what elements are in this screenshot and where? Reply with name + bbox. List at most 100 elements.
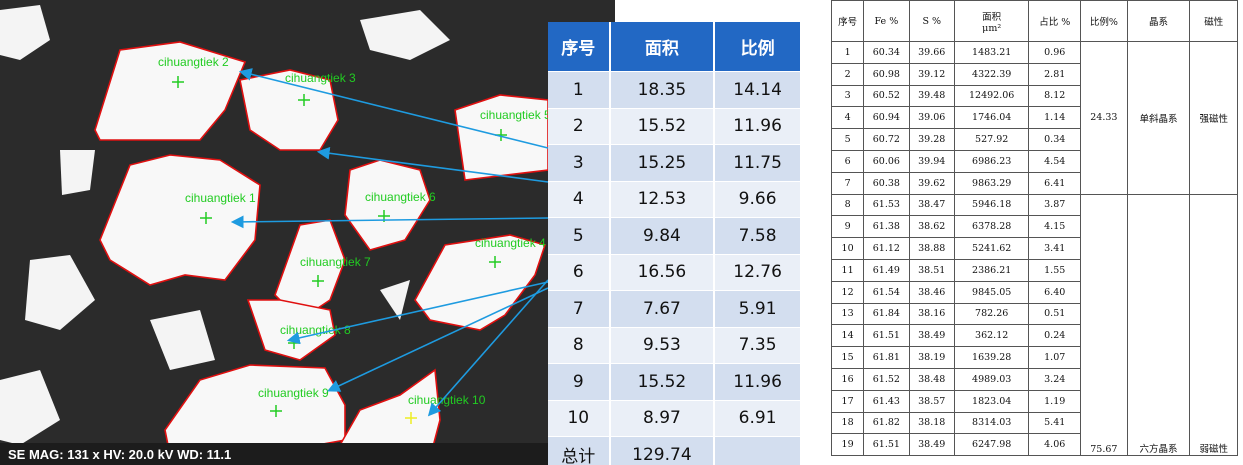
cell: 38.48 <box>908 367 955 391</box>
cell: 3 <box>548 144 611 181</box>
cell: 782.26 <box>953 302 1030 326</box>
cell: 9 <box>830 215 865 239</box>
row: 3 60.52 39.48 12492.06 8.12 <box>830 84 1238 108</box>
cell: 61.54 <box>863 280 910 304</box>
cell: 5 <box>830 128 865 151</box>
header-cell: 晶系 <box>1126 0 1191 42</box>
row: 7 7.67 5.91 <box>548 290 802 327</box>
cell: 61.49 <box>863 258 910 282</box>
row: 4 12.53 9.66 <box>548 180 802 217</box>
row: 17 61.43 38.57 1823.04 1.19 <box>830 389 1238 413</box>
cell: 5.91 <box>715 290 802 327</box>
cell: 12.53 <box>610 180 716 217</box>
grain-label: cihuangtiek 9 <box>258 386 329 400</box>
cell: 10 <box>830 237 865 260</box>
cell: 6 <box>548 253 611 290</box>
cell: 18.35 <box>610 71 716 108</box>
cell: 38.62 <box>908 215 955 239</box>
cell: 2386.21 <box>953 258 1030 282</box>
row: 9 15.52 11.96 <box>548 363 802 400</box>
cell: 38.19 <box>908 346 955 369</box>
cell: 8 <box>830 193 865 217</box>
cell: 5241.62 <box>953 237 1030 260</box>
cell: 4.54 <box>1028 149 1081 173</box>
grain <box>0 5 50 60</box>
cell: 6.41 <box>1028 171 1081 195</box>
cell: 6 <box>830 149 865 173</box>
cell: 362.12 <box>953 324 1030 348</box>
row: 5 9.84 7.58 <box>548 217 802 254</box>
grain-label: cihuangtiek 3 <box>285 71 356 85</box>
info-bar <box>0 443 615 465</box>
grain-outline <box>246 299 336 361</box>
outlined-grains <box>94 41 549 459</box>
cell: 38.57 <box>908 389 955 413</box>
row: 3 15.25 11.75 <box>548 144 802 181</box>
cell: 16 <box>830 367 865 391</box>
cell: 6.40 <box>1028 280 1081 304</box>
cell: 6378.28 <box>953 215 1030 239</box>
cell: 1.07 <box>1028 346 1081 369</box>
header-cell: Fe % <box>863 0 910 42</box>
header-cell: S % <box>908 0 955 42</box>
cell: 61.51 <box>863 324 910 348</box>
cell: 38.46 <box>908 280 955 304</box>
cell: 11.96 <box>715 363 802 400</box>
merged-cell: 单斜晶系 <box>1126 41 1191 195</box>
cell: 61.12 <box>863 237 910 260</box>
header-cell: 比例% <box>1080 0 1128 42</box>
row: 9 61.38 38.62 6378.28 4.15 <box>830 215 1238 239</box>
grain-labels: cihuangtiek 2 cihuangtiek 3 cihuangtiek … <box>158 55 551 407</box>
cell: 6.91 <box>715 399 802 436</box>
row: 4 60.94 39.06 1746.04 1.14 <box>830 106 1238 130</box>
grain-label: cihuangtiek 5 <box>480 108 551 122</box>
arrow <box>238 68 549 149</box>
row: 1 60.34 39.66 1483.21 0.96 24.33 单斜晶系 强磁性 <box>830 41 1238 195</box>
cell: 61.84 <box>863 302 910 326</box>
grain-outline <box>94 41 247 141</box>
row: 10 8.97 6.91 <box>548 399 802 436</box>
cell: 0.96 <box>1028 41 1081 64</box>
cell: 60.06 <box>863 149 910 173</box>
cell: 0.24 <box>1028 324 1081 348</box>
cell: 7 <box>830 171 865 195</box>
cell: 3.87 <box>1028 193 1081 217</box>
cell: 总计 <box>548 436 611 465</box>
cell: 4989.03 <box>953 367 1030 391</box>
cell: 12492.06 <box>953 84 1030 108</box>
arrow <box>286 281 549 345</box>
grain-label: cihuangtiek 4 <box>475 236 546 250</box>
cell: 38.16 <box>908 302 955 326</box>
header-cell: 磁性 <box>1189 0 1238 42</box>
cell: 60.52 <box>863 84 910 108</box>
grain-outline <box>99 154 261 286</box>
grain <box>60 150 95 195</box>
cell: 9.53 <box>610 326 716 363</box>
row: 12 61.54 38.46 9845.05 6.40 <box>830 280 1238 304</box>
cell: 7.58 <box>715 217 802 254</box>
cell: 61.51 <box>863 433 910 457</box>
cell: 39.94 <box>908 149 955 173</box>
cell: 12.76 <box>715 253 802 290</box>
cell: 3.24 <box>1028 367 1081 391</box>
cell: 9863.29 <box>953 171 1030 195</box>
grain-outline <box>414 234 547 331</box>
row: 6 16.56 12.76 <box>548 253 802 290</box>
grain-label: cihuangtiek 6 <box>365 190 436 204</box>
cell: 8.97 <box>610 399 716 436</box>
cell: 1 <box>548 71 611 108</box>
arrow <box>427 279 549 417</box>
arrows <box>230 68 549 417</box>
cell: 2 <box>548 107 611 144</box>
cell: 15.52 <box>610 107 716 144</box>
cell: 11.75 <box>715 144 802 181</box>
row: 16 61.52 38.48 4989.03 3.24 <box>830 367 1238 391</box>
cell: 39.28 <box>908 128 955 151</box>
cell: 39.06 <box>908 106 955 130</box>
grain <box>150 310 215 370</box>
cell: 4.15 <box>1028 215 1081 239</box>
cell: 1 <box>830 41 865 64</box>
cell: 3 <box>830 84 865 108</box>
cell: 15.25 <box>610 144 716 181</box>
cell: 60.72 <box>863 128 910 151</box>
